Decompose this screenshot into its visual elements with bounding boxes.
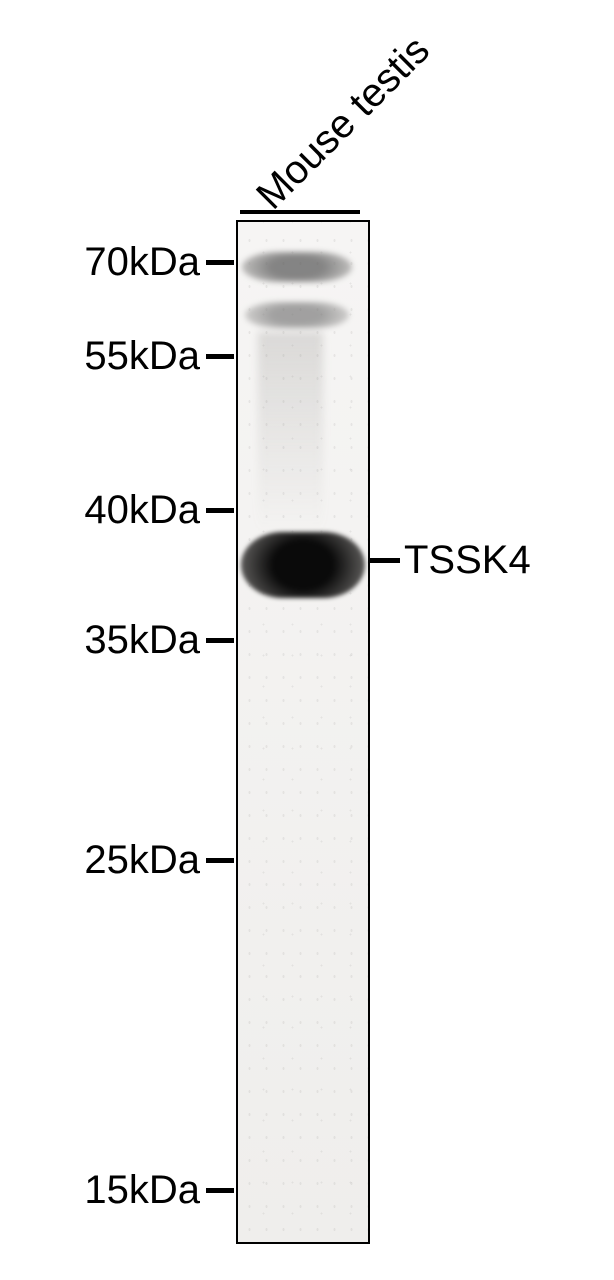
target-tick <box>370 558 400 563</box>
mw-label: 70kDa <box>0 240 200 285</box>
band-70kda-upper <box>242 252 353 282</box>
blot-lane <box>236 220 370 1244</box>
lane-label-underline <box>240 210 360 214</box>
lane-label: Mouse testis <box>248 28 439 219</box>
mw-tick <box>206 638 234 643</box>
mw-label: 40kDa <box>0 488 200 533</box>
band-70kda-lower <box>245 302 349 328</box>
mw-label: 55kDa <box>0 334 200 379</box>
lane-smear <box>258 332 323 532</box>
mw-label: 25kDa <box>0 838 200 883</box>
mw-tick <box>206 354 234 359</box>
mw-tick <box>206 508 234 513</box>
band-tssk4-main <box>241 532 366 598</box>
mw-tick <box>206 858 234 863</box>
target-label: TSSK4 <box>404 538 531 583</box>
mw-label: 15kDa <box>0 1168 200 1213</box>
mw-tick <box>206 260 234 265</box>
mw-tick <box>206 1188 234 1193</box>
mw-label: 35kDa <box>0 618 200 663</box>
western-blot-figure: { "figure": { "type": "western-blot", "c… <box>0 0 614 1280</box>
